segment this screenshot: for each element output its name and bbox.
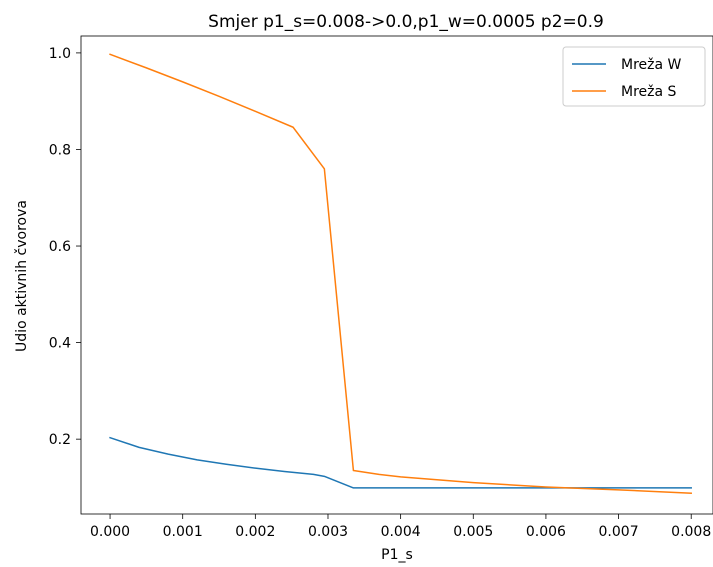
series-line-1 — [109, 53, 692, 495]
plot-area — [80, 35, 713, 515]
y-tick-label: 0.6 — [49, 239, 71, 255]
axes-frame — [80, 35, 713, 515]
x-tick-label: 0.005 — [453, 524, 493, 540]
legend-label-mreza-w: Mreža W — [621, 57, 682, 73]
x-axis: 0.000 0.001 0.002 0.003 0.004 0.005 0.006 0.007… — [90, 514, 711, 540]
x-tick-label: 0.006 — [526, 524, 566, 540]
legend-label-mreza-s: Mreža S — [621, 84, 677, 100]
x-tick-label: 0.004 — [381, 524, 421, 540]
x-tick-label: 0.003 — [308, 524, 348, 540]
x-tick-label: 0.007 — [599, 524, 639, 540]
y-axis: 0.2 0.4 0.6 0.8 1.0 — [49, 46, 81, 448]
x-tick-label: 0.002 — [235, 524, 275, 540]
y-tick-label: 0.8 — [49, 142, 71, 158]
x-tick-label: 0.000 — [90, 524, 130, 540]
x-tick-label: 0.001 — [163, 524, 203, 540]
y-tick-label: 0.2 — [49, 432, 71, 448]
series-line-0 — [109, 436, 692, 489]
chart-title: Smjer p1_s=0.008->0.0,p1_w=0.0005 p2=0.9 — [208, 12, 604, 32]
legend: Mreža W Mreža S — [562, 46, 706, 107]
y-tick-label: 0.4 — [49, 336, 71, 352]
y-tick-label: 1.0 — [49, 46, 71, 62]
y-axis-label: Udio aktivnih čvorova — [14, 200, 30, 352]
x-axis-label: P1_s — [381, 547, 413, 563]
x-tick-label: 0.008 — [671, 524, 711, 540]
